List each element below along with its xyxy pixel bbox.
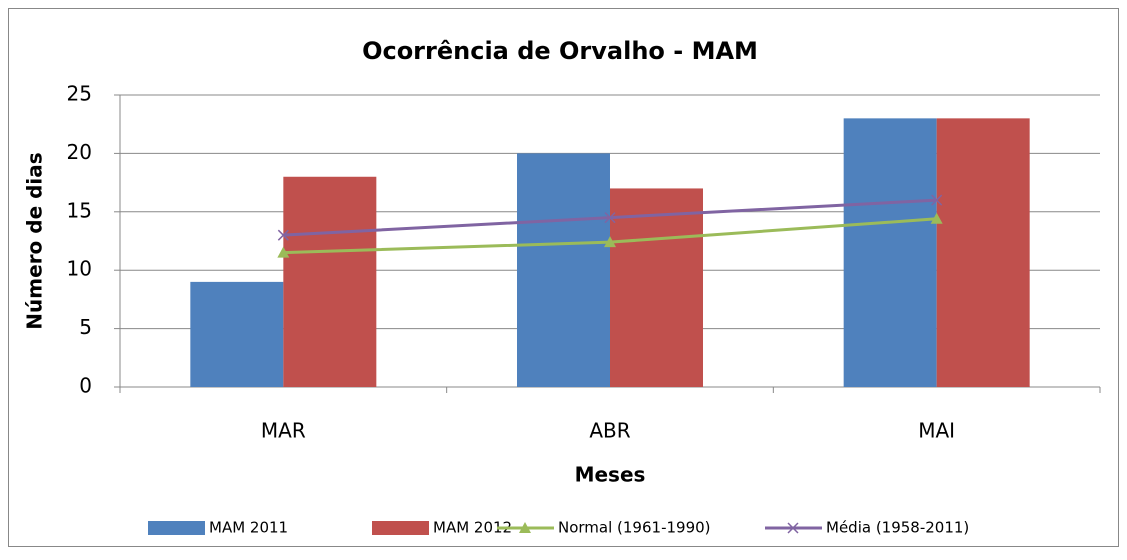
bar xyxy=(843,118,937,388)
x-tick-label: MAR xyxy=(261,419,306,443)
x-tick-label: ABR xyxy=(589,419,630,443)
line-marker xyxy=(930,212,943,224)
line-marker xyxy=(277,246,290,258)
y-tick-label: 5 xyxy=(79,315,92,339)
x-axis-label: Meses xyxy=(575,463,646,487)
y-axis-label: Número de dias xyxy=(23,152,47,329)
legend-swatch xyxy=(372,521,429,535)
y-tick-label: 0 xyxy=(79,374,92,398)
line-marker xyxy=(277,229,289,241)
bar xyxy=(610,188,703,387)
y-tick-label: 15 xyxy=(67,198,92,222)
legend-marker xyxy=(519,522,531,533)
bar xyxy=(190,281,284,387)
legend-swatch xyxy=(148,521,205,535)
legend-label: Média (1958-2011) xyxy=(826,519,969,537)
line-marker xyxy=(604,236,616,248)
legend-label: MAM 2012 xyxy=(433,519,512,537)
line-marker xyxy=(604,212,616,224)
legend-label: MAM 2011 xyxy=(209,519,288,537)
x-tick-label: MAI xyxy=(918,419,955,443)
bar xyxy=(936,118,1030,388)
legend-label: Normal (1961-1990) xyxy=(558,519,711,537)
y-tick-label: 10 xyxy=(67,257,92,281)
bar xyxy=(283,176,377,387)
y-tick-label: 25 xyxy=(67,82,92,106)
bar xyxy=(517,153,610,387)
y-tick-label: 20 xyxy=(67,140,92,164)
chart-title: Ocorrência de Orvalho - MAM xyxy=(362,37,758,65)
line-marker xyxy=(931,194,943,206)
legend-marker xyxy=(787,522,799,534)
